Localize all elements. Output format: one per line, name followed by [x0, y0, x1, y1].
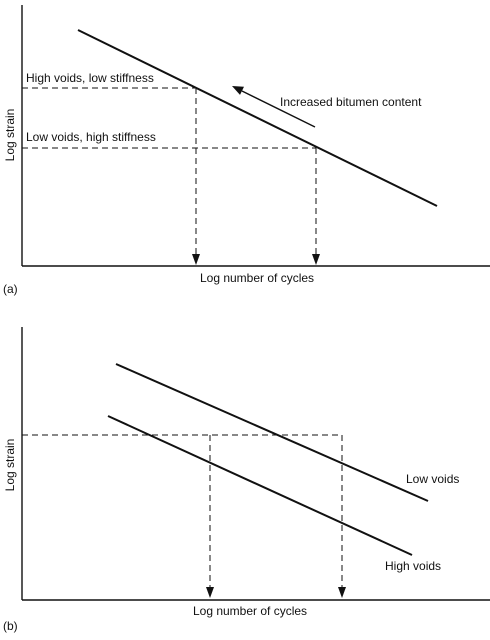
- panel-a-fatigue-line: [77, 29, 438, 207]
- panel-a-trend-label: Increased bitumen content: [280, 95, 422, 109]
- panel-b-y-axis-label: Log strain: [3, 439, 17, 492]
- panel-b: Low voids High voids Log strain Log numb…: [3, 327, 490, 633]
- panel-a-high-voids-label: High voids, low stiffness: [26, 71, 154, 85]
- panel-b-high-voids-arrowhead: [206, 587, 214, 598]
- panel-b-low-voids-arrowhead: [338, 587, 346, 598]
- panel-b-low-voids-label: Low voids: [406, 472, 459, 486]
- panel-a-trend-arrowhead: [232, 86, 244, 95]
- panel-a-high-voids-arrowhead: [192, 254, 200, 265]
- panel-b-tag: (b): [3, 619, 18, 633]
- panel-a-y-axis-label: Log strain: [3, 109, 17, 162]
- panel-b-high-voids-label: High voids: [385, 559, 441, 573]
- panel-a-low-voids-arrowhead: [312, 254, 320, 265]
- panel-b-low-voids-line: [115, 363, 429, 502]
- panel-b-high-voids-line: [107, 415, 413, 556]
- panel-a-tag: (a): [3, 282, 18, 296]
- panel-a-trend-arrow: [241, 90, 316, 128]
- panel-a-low-voids-label: Low voids, high stiffness: [26, 130, 156, 144]
- panel-b-x-axis-label: Log number of cycles: [193, 604, 307, 618]
- panel-a-x-axis-label: Log number of cycles: [200, 271, 314, 285]
- panel-a: High voids, low stiffness Low voids, hig…: [3, 5, 490, 296]
